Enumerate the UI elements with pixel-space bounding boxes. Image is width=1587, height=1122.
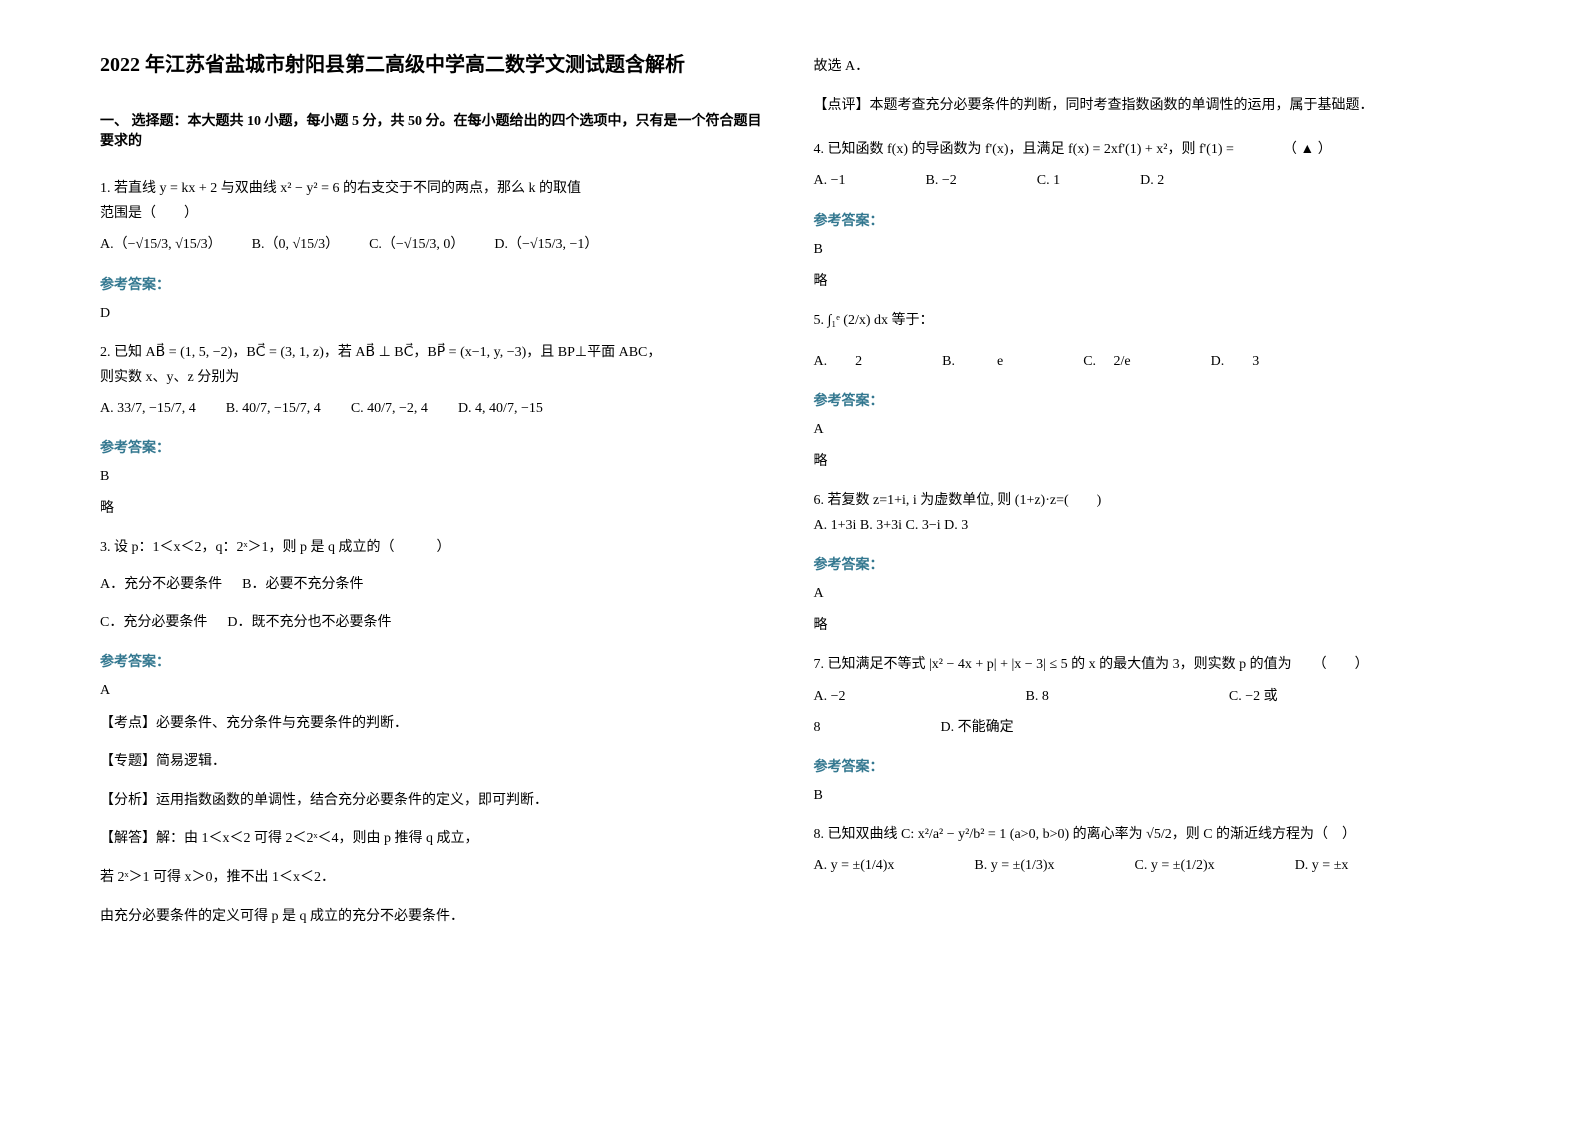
question-7-text: 7. 已知满足不等式 |x² − 4x + p| + |x − 3| ≤ 5 的… — [814, 652, 1488, 677]
q3-analysis-6: 由充分必要条件的定义可得 p 是 q 成立的充分不必要条件． — [100, 904, 774, 931]
q5-option-d: D. 3 — [1211, 349, 1260, 374]
question-3-text: 3. 设 p：1＜x＜2，q：2ˣ＞1，则 p 是 q 成立的（ ） — [100, 535, 774, 560]
q3-analysis-2: 【专题】简易逻辑． — [100, 749, 774, 776]
question-6: 6. 若复数 z=1+i, i 为虚数单位, 则 (1+z)·z=( ) A. … — [814, 488, 1488, 538]
q4-option-b: B. −2 — [926, 168, 957, 193]
q4-option-a: A. −1 — [814, 168, 846, 193]
q3-option-d: D．既不充分也不必要条件 — [227, 610, 391, 635]
q3-option-a: A．充分不必要条件 — [100, 572, 222, 597]
q5-option-a: A. 2 — [814, 349, 863, 374]
section-1-header: 一、 选择题：本大题共 10 小题，每小题 5 分，共 50 分。在每小题给出的… — [100, 110, 774, 150]
question-1-options: A.（−√15/3, √15/3） B.（0, √15/3） C.（−√15/3… — [100, 232, 774, 257]
question-7-options-row2: 8 D. 不能确定 — [814, 715, 1488, 740]
q3-option-c: C．充分必要条件 — [100, 610, 207, 635]
q4-answer2: 略 — [814, 270, 1488, 290]
q4-option-c: C. 1 — [1037, 168, 1060, 193]
question-8-text: 8. 已知双曲线 C: x²/a² − y²/b² = 1 (a>0, b>0)… — [814, 822, 1488, 847]
q8-option-a: A. y = ±(1/4)x — [814, 853, 895, 878]
q7-option-b: B. 8 — [1026, 684, 1049, 709]
question-3-options-row1: A．充分不必要条件 B．必要不充分条件 — [100, 572, 774, 597]
q7-answer-label: 参考答案： — [814, 756, 1488, 776]
question-2-options: A. 33/7, −15/7, 4 B. 40/7, −15/7, 4 C. 4… — [100, 396, 774, 421]
q8-option-c: C. y = ±(1/2)x — [1135, 853, 1215, 878]
q6-answer: A — [814, 586, 1488, 602]
question-8: 8. 已知双曲线 C: x²/a² − y²/b² = 1 (a>0, b>0)… — [814, 822, 1488, 878]
q3-option-b: B．必要不充分条件 — [242, 572, 363, 597]
question-4-options: A. −1 B. −2 C. 1 D. 2 — [814, 168, 1488, 193]
question-8-options: A. y = ±(1/4)x B. y = ±(1/3)x C. y = ±(1… — [814, 853, 1488, 878]
question-7: 7. 已知满足不等式 |x² − 4x + p| + |x − 3| ≤ 5 的… — [814, 652, 1488, 740]
q1-answer-label: 参考答案： — [100, 274, 774, 294]
q2-option-b: B. 40/7, −15/7, 4 — [226, 396, 321, 421]
q5-answer-label: 参考答案： — [814, 390, 1488, 410]
q1-answer: D — [100, 306, 774, 322]
q1-option-c: C.（−√15/3, 0） — [369, 232, 464, 257]
q5-answer2: 略 — [814, 450, 1488, 470]
q3-cont-2: 【点评】本题考查充分必要条件的判断，同时考查指数函数的单调性的运用，属于基础题． — [814, 93, 1488, 120]
question-6-opts: A. 1+3i B. 3+3i C. 3−i D. 3 — [814, 513, 1488, 538]
question-2: 2. 已知 AB⃗ = (1, 5, −2)，BC⃗ = (3, 1, z)，若… — [100, 340, 774, 422]
question-4: 4. 已知函数 f(x) 的导函数为 f'(x)，且满足 f(x) = 2xf'… — [814, 137, 1488, 193]
left-column: 2022 年江苏省盐城市射阳县第二高级中学高二数学文测试题含解析 一、 选择题：… — [100, 50, 774, 1072]
q3-analysis-1: 【考点】必要条件、充分条件与充要条件的判断． — [100, 711, 774, 738]
q5-option-b: B. e — [942, 349, 1003, 374]
right-column: 故选 A． 【点评】本题考查充分必要条件的判断，同时考查指数函数的单调性的运用，… — [814, 50, 1488, 1072]
q1-option-b: B.（0, √15/3） — [252, 232, 339, 257]
q7-option-c: C. −2 或 — [1229, 684, 1278, 709]
q7-answer: B — [814, 788, 1488, 804]
question-5: 5. ∫₁ᵉ (2/x) dx 等于： A. 2 B. e C. 2/e D. … — [814, 308, 1488, 374]
q3-answer: A — [100, 683, 774, 699]
q2-answer-label: 参考答案： — [100, 437, 774, 457]
question-3-options-row2: C．充分必要条件 D．既不充分也不必要条件 — [100, 610, 774, 635]
question-4-text: 4. 已知函数 f(x) 的导函数为 f'(x)，且满足 f(x) = 2xf'… — [814, 137, 1488, 162]
question-3: 3. 设 p：1＜x＜2，q：2ˣ＞1，则 p 是 q 成立的（ ） A．充分不… — [100, 535, 774, 635]
q4-answer: B — [814, 242, 1488, 258]
q7-option-c2: 8 — [814, 715, 821, 740]
question-1-text: 1. 若直线 y = kx + 2 与双曲线 x² − y² = 6 的右支交于… — [100, 176, 774, 201]
q8-option-b: B. y = ±(1/3)x — [974, 853, 1054, 878]
question-1: 1. 若直线 y = kx + 2 与双曲线 x² − y² = 6 的右支交于… — [100, 176, 774, 258]
q3-answer-label: 参考答案： — [100, 651, 774, 671]
q7-option-a: A. −2 — [814, 684, 846, 709]
q4-answer-label: 参考答案： — [814, 210, 1488, 230]
document-title: 2022 年江苏省盐城市射阳县第二高级中学高二数学文测试题含解析 — [100, 50, 774, 80]
q8-option-d: D. y = ±x — [1295, 853, 1349, 878]
q7-option-d: D. 不能确定 — [941, 715, 1014, 740]
question-5-options: A. 2 B. e C. 2/e D. 3 — [814, 349, 1488, 374]
q2-option-d: D. 4, 40/7, −15 — [458, 396, 543, 421]
q2-answer: B — [100, 469, 774, 485]
q3-cont-1: 故选 A． — [814, 54, 1488, 81]
q6-answer2: 略 — [814, 614, 1488, 634]
question-2-text: 2. 已知 AB⃗ = (1, 5, −2)，BC⃗ = (3, 1, z)，若… — [100, 340, 774, 365]
q5-answer: A — [814, 422, 1488, 438]
question-5-text: 5. ∫₁ᵉ (2/x) dx 等于： — [814, 308, 1488, 333]
q5-option-c: C. 2/e — [1083, 349, 1130, 374]
question-2-text2: 则实数 x、y、z 分别为 — [100, 365, 774, 390]
question-1-text2: 范围是（ ） — [100, 201, 774, 226]
q2-option-c: C. 40/7, −2, 4 — [351, 396, 428, 421]
q3-analysis-4: 【解答】解：由 1＜x＜2 可得 2＜2ˣ＜4，则由 p 推得 q 成立， — [100, 826, 774, 853]
q1-option-d: D.（−√15/3, −1） — [494, 232, 598, 257]
q2-answer2: 略 — [100, 497, 774, 517]
q3-analysis-3: 【分析】运用指数函数的单调性，结合充分必要条件的定义，即可判断． — [100, 788, 774, 815]
q6-answer-label: 参考答案： — [814, 554, 1488, 574]
q2-option-a: A. 33/7, −15/7, 4 — [100, 396, 196, 421]
question-6-text: 6. 若复数 z=1+i, i 为虚数单位, 则 (1+z)·z=( ) — [814, 488, 1488, 513]
q1-option-a: A.（−√15/3, √15/3） — [100, 232, 222, 257]
question-7-options-row1: A. −2 B. 8 C. −2 或 — [814, 684, 1488, 709]
q4-option-d: D. 2 — [1140, 168, 1164, 193]
q3-analysis-5: 若 2ˣ＞1 可得 x＞0，推不出 1＜x＜2． — [100, 865, 774, 892]
